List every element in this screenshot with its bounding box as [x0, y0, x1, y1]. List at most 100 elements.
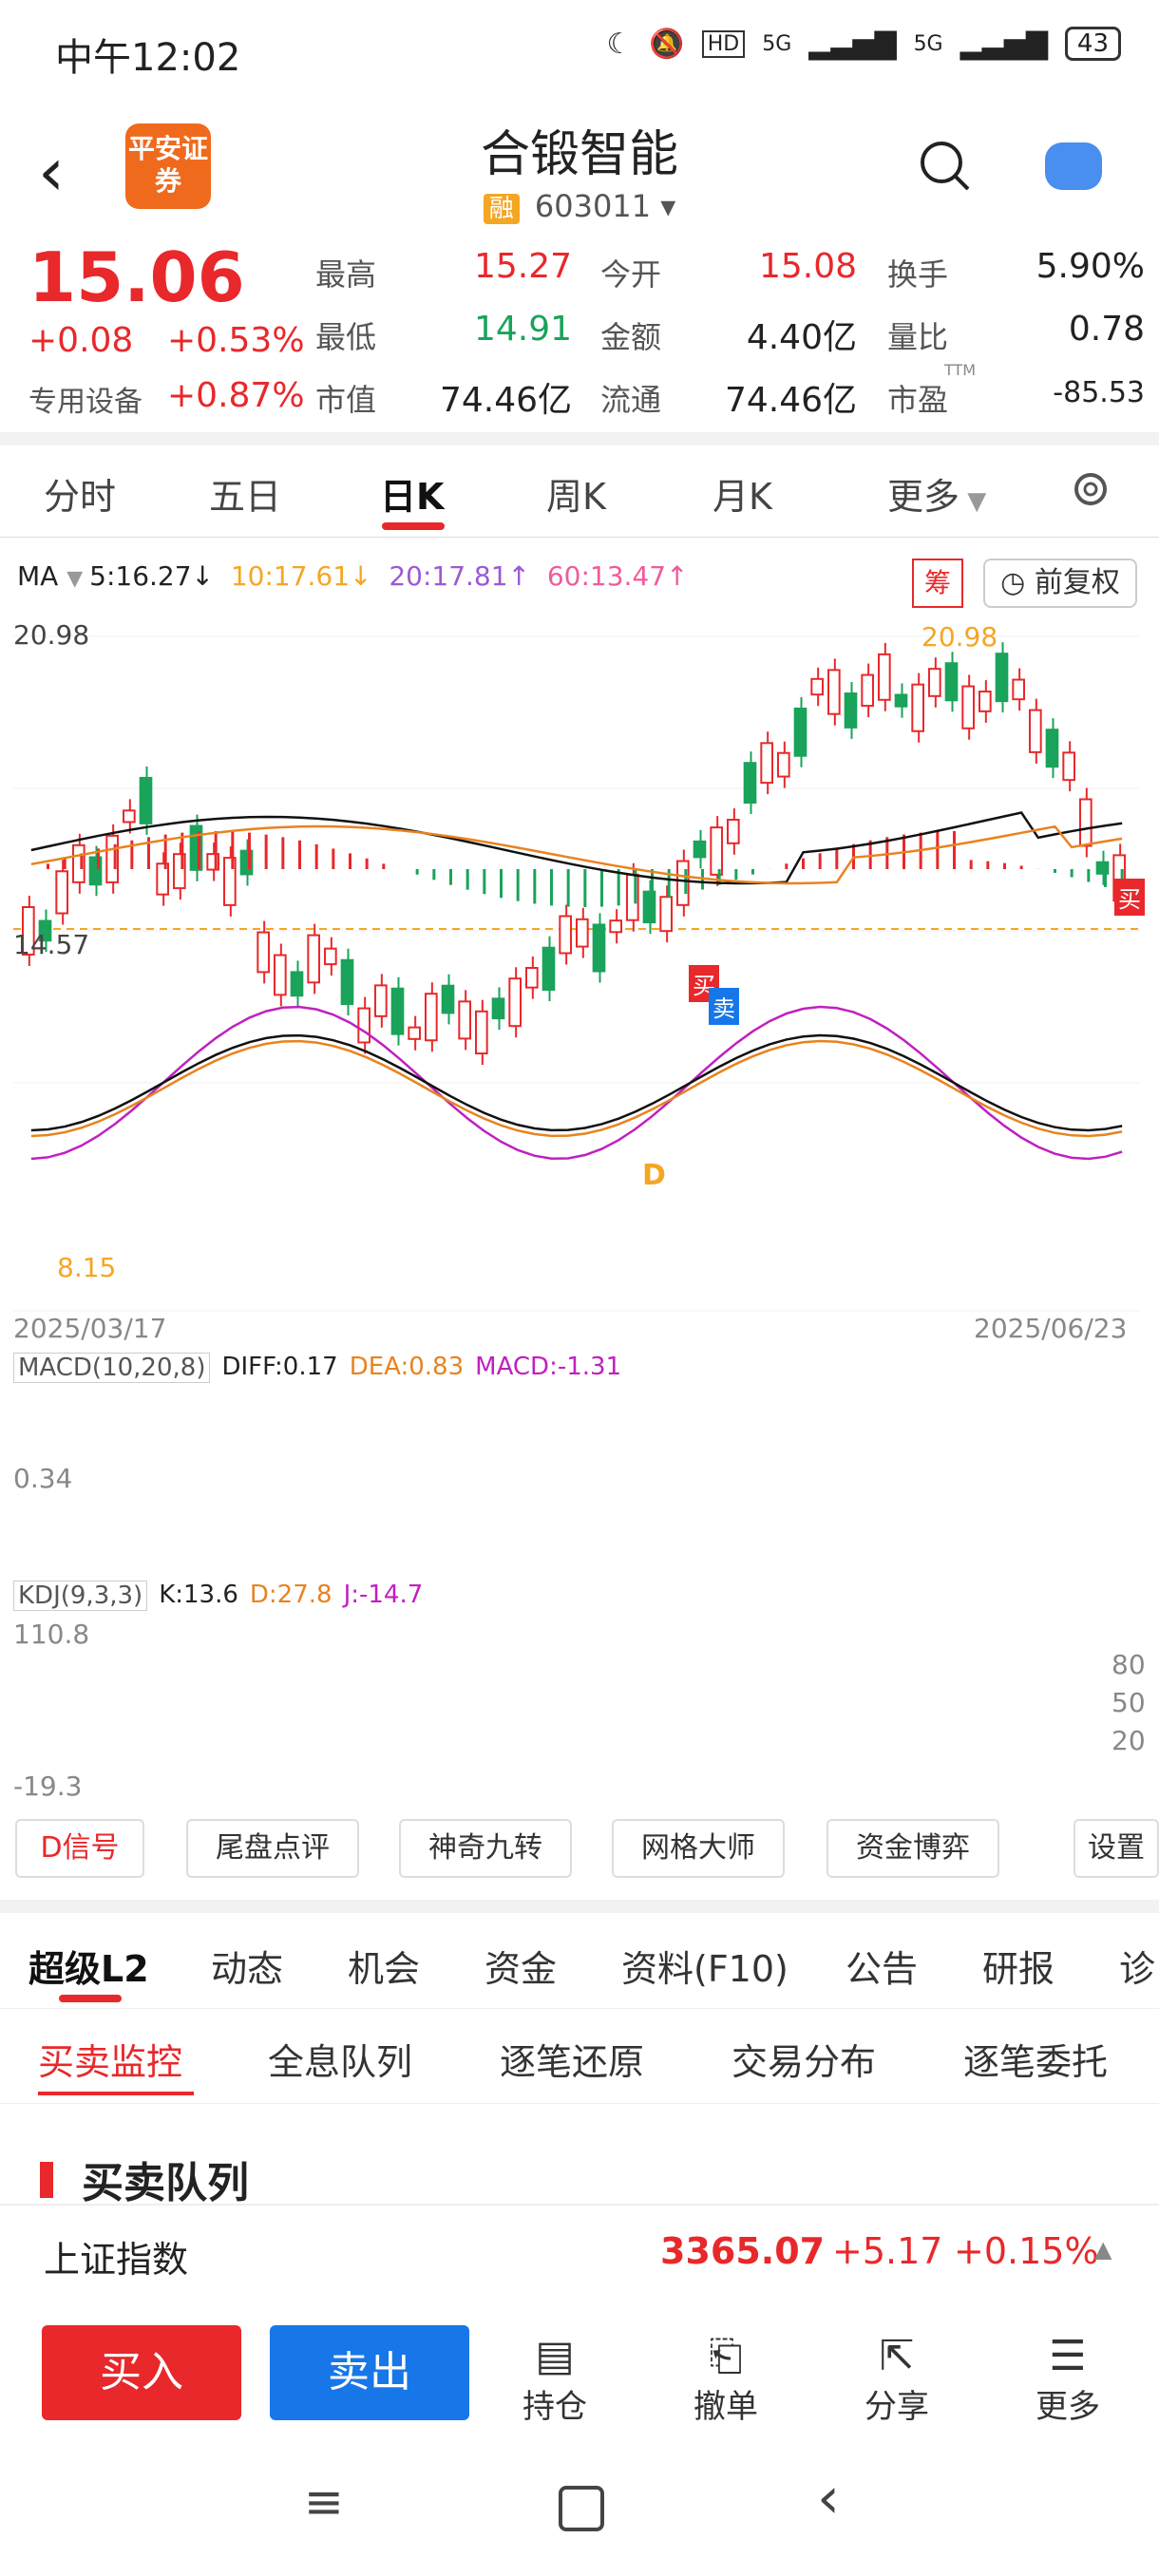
tab-tick-orders[interactable]: 逐笔委托: [963, 2041, 1109, 2083]
more-action[interactable]: ☰ 更多: [1011, 2332, 1125, 2427]
stock-code: 603011: [534, 188, 652, 224]
candle: [559, 915, 572, 955]
ma20-value: 20:17.81↑: [389, 560, 531, 592]
price-change: +0.08: [28, 321, 134, 360]
last-price: 15.06: [28, 237, 245, 317]
candle: [508, 977, 522, 1028]
cancel-order-action[interactable]: ⎗ 撤单: [669, 2332, 783, 2427]
candle: [793, 707, 808, 757]
high-label: 最高: [315, 256, 377, 293]
candle: [642, 890, 656, 924]
ma-legend[interactable]: MA ▼ 5:16.27↓ 10:17.61↓ 20:17.81↑ 60:13.…: [17, 560, 689, 592]
candle: [659, 896, 673, 933]
tab-more[interactable]: 更多 ▼: [887, 476, 987, 518]
undo-icon: ⎗: [709, 2332, 743, 2380]
signal-icon-2: ▂▃▅▇: [960, 27, 1048, 61]
tab-opportunity[interactable]: 机会: [348, 1948, 421, 1990]
tab-diagnosis[interactable]: 诊: [1119, 1948, 1156, 1990]
candle: [743, 762, 757, 805]
back-arrow-icon[interactable]: ‹: [38, 133, 65, 211]
moon-icon: ☾: [606, 27, 633, 61]
price-change-pct: +0.53%: [167, 321, 305, 360]
divider: [0, 1900, 1159, 1913]
tab-five-day[interactable]: 五日: [209, 476, 282, 518]
candle: [390, 987, 405, 1035]
menu-icon[interactable]: ≡: [304, 2474, 344, 2529]
industry-change-pct: +0.87%: [167, 376, 305, 415]
tab-full-queue[interactable]: 全息队列: [268, 2041, 413, 2083]
d-signal-button[interactable]: D信号: [15, 1819, 144, 1878]
macd-value: MACD:-1.31: [475, 1353, 622, 1381]
stock-code-row[interactable]: 融 603011 ▾: [0, 188, 1159, 224]
macd-legend[interactable]: MACD(10,20,8) DIFF:0.17 DEA:0.83 MACD:-1…: [13, 1353, 621, 1383]
quote-panel: 15.06 +0.08 +0.53% 专用设备 +0.87% 最高 15.27 …: [0, 237, 1159, 427]
turnover-value: 5.90%: [1036, 247, 1145, 286]
candle: [88, 856, 103, 886]
kdj-legend[interactable]: KDJ(9,3,3) K:13.6 D:27.8 J:-14.7: [13, 1581, 423, 1611]
sell-button[interactable]: 卖出: [270, 2325, 469, 2420]
tab-trade-monitor[interactable]: 买卖监控: [38, 2041, 183, 2083]
buy-button[interactable]: 买入: [42, 2325, 241, 2420]
candle: [156, 862, 169, 896]
float-value: 74.46亿: [724, 381, 857, 420]
candle: [844, 692, 858, 729]
kline-chart[interactable]: [0, 608, 1159, 1805]
tab-monthly-k[interactable]: 月K: [712, 476, 772, 518]
candle: [978, 691, 992, 712]
candle: [810, 677, 824, 696]
candle: [223, 857, 237, 906]
tab-funds[interactable]: 资金: [484, 1948, 558, 1990]
tab-tick-restore[interactable]: 逐笔还原: [500, 2041, 645, 2083]
float-label: 流通: [600, 382, 662, 418]
vol-ratio-label: 量比: [887, 319, 949, 355]
candle: [290, 971, 304, 997]
tab-intraday[interactable]: 分时: [44, 476, 117, 518]
back-icon[interactable]: ‹: [817, 2465, 840, 2531]
ma10-value: 10:17.61↓: [230, 560, 372, 592]
low-label: 最低: [315, 319, 377, 355]
candle: [1045, 729, 1059, 768]
adjust-mode-button[interactable]: ◷ 前复权: [983, 559, 1137, 608]
tab-super-l2[interactable]: 超级L2: [28, 1948, 149, 1990]
tab-weekly-k[interactable]: 周K: [546, 476, 606, 518]
tab-f10[interactable]: 资料(F10): [621, 1948, 788, 1990]
magic-nine-button[interactable]: 神奇九转: [399, 1819, 572, 1878]
search-icon[interactable]: [917, 138, 974, 195]
index-change-pct: +0.15%: [954, 2230, 1099, 2272]
holdings-label: 持仓: [522, 2388, 587, 2426]
grid-master-button[interactable]: 网格大师: [612, 1819, 785, 1878]
status-bar: 中午12:02 ☾ 🔕 HD 5G ▂▃▅▇ 5G ▂▃▅▇ 43: [0, 0, 1159, 104]
candle: [72, 843, 86, 883]
amount-label: 金额: [600, 319, 662, 355]
pe-ttm-sup: TTM: [944, 361, 977, 379]
fund-game-button[interactable]: 资金博弈: [826, 1819, 999, 1878]
holdings-action[interactable]: ▤ 持仓: [498, 2332, 612, 2427]
candle: [928, 668, 941, 697]
tab-daily-k[interactable]: 日K: [380, 476, 445, 518]
closing-review-button[interactable]: 尾盘点评: [186, 1819, 359, 1878]
tab-trade-distribution[interactable]: 交易分布: [732, 2041, 877, 2083]
assistant-robot-icon[interactable]: [1045, 142, 1102, 190]
gear-icon[interactable]: [1069, 467, 1112, 511]
chip-distribution-button[interactable]: 筹: [912, 559, 963, 608]
industry-name[interactable]: 专用设备: [28, 386, 142, 419]
pe-value: -85.53: [1053, 376, 1145, 409]
macd-diff-line: [30, 811, 1123, 885]
candle: [861, 673, 874, 708]
macd-diff: DIFF:0.17: [221, 1353, 338, 1381]
kdj-min: -19.3: [13, 1771, 83, 1802]
tab-announcements[interactable]: 公告: [846, 1948, 919, 1990]
home-icon[interactable]: [559, 2486, 604, 2531]
battery-indicator: 43: [1064, 27, 1121, 61]
candle: [944, 662, 959, 702]
tab-research[interactable]: 研报: [982, 1948, 1055, 1990]
share-action[interactable]: ⇱ 分享: [840, 2332, 954, 2427]
tab-news[interactable]: 动态: [211, 1948, 284, 1990]
kdj-20: 20: [1112, 1725, 1146, 1756]
cap-label: 市值: [315, 382, 377, 418]
period-tabs: 分时 五日 日K 周K 月K 更多 ▼: [0, 446, 1159, 538]
settings-button[interactable]: 设置: [1074, 1819, 1159, 1878]
status-icons: ☾ 🔕 HD 5G ▂▃▅▇ 5G ▂▃▅▇ 43: [606, 27, 1121, 61]
index-ticker[interactable]: 上证指数 3365.07 +5.17 +0.15% ▲: [0, 2204, 1159, 2301]
candle: [123, 809, 136, 824]
